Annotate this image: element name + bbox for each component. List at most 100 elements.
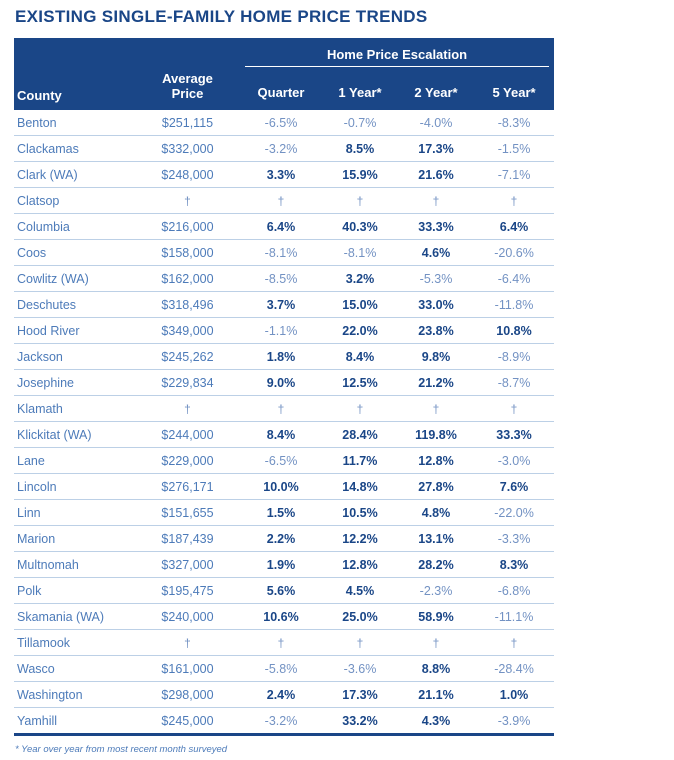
table-row: Benton $251,115 -6.5% -0.7% -4.0% -8.3% — [14, 110, 555, 136]
cell-2-year: 9.8% — [421, 349, 451, 364]
cell-2-year: 4.3% — [421, 713, 451, 728]
cell-average-price: $332,000 — [161, 141, 214, 156]
cell-average-price: $158,000 — [161, 245, 214, 260]
table-row: Washington $298,000 2.4% 17.3% 21.1% 1.0… — [14, 682, 555, 708]
cell-1-year: 40.3% — [342, 219, 378, 234]
cell-quarter: 6.4% — [266, 219, 296, 234]
home-price-trends-table: Home Price Escalation County Average Pri… — [14, 38, 555, 736]
cell-quarter: 8.4% — [266, 427, 296, 442]
cell-1-year: 4.5% — [345, 583, 375, 598]
table-row: Coos $158,000 -8.1% -8.1% 4.6% -20.6% — [14, 240, 555, 266]
cell-quarter: 2.2% — [266, 531, 296, 546]
cell-2-year: 58.9% — [418, 609, 454, 624]
cell-average-price: $327,000 — [161, 557, 214, 572]
cell-average-price: $151,655 — [161, 505, 214, 520]
cell-2-year: -5.3% — [419, 271, 453, 286]
group-header-label: Home Price Escalation — [245, 47, 550, 67]
table-row: Cowlitz (WA) $162,000 -8.5% 3.2% -5.3% -… — [14, 266, 555, 292]
cell-quarter: † — [277, 401, 285, 416]
cell-quarter: -6.5% — [264, 453, 298, 468]
cell-county: Klickitat (WA) — [17, 427, 92, 442]
cell-2-year: 13.1% — [418, 531, 454, 546]
cell-1-year: 22.0% — [342, 323, 378, 338]
cell-quarter: -1.1% — [264, 323, 298, 338]
cell-county: Coos — [17, 245, 47, 260]
cell-county: Multnomah — [17, 557, 79, 572]
col-header-2-year: 2 Year* — [398, 67, 474, 110]
cell-average-price: † — [184, 635, 191, 650]
cell-5-year: -6.4% — [497, 271, 531, 286]
cell-1-year: 15.9% — [342, 167, 378, 182]
cell-2-year: † — [432, 635, 440, 650]
cell-5-year: -8.9% — [497, 349, 531, 364]
cell-county: Skamania (WA) — [17, 609, 105, 624]
cell-2-year: 33.3% — [418, 219, 454, 234]
cell-county: Tillamook — [17, 635, 71, 650]
cell-5-year: 8.3% — [499, 557, 529, 572]
table-row: Polk $195,475 5.6% 4.5% -2.3% -6.8% — [14, 578, 555, 604]
cell-average-price: $216,000 — [161, 219, 214, 234]
cell-county: Linn — [17, 505, 41, 520]
cell-quarter: -6.5% — [264, 115, 298, 130]
cell-5-year: † — [510, 401, 518, 416]
cell-1-year: † — [356, 193, 364, 208]
cell-quarter: 2.4% — [266, 687, 296, 702]
cell-county: Benton — [17, 115, 57, 130]
group-header: Home Price Escalation — [240, 38, 555, 67]
cell-quarter: -8.5% — [264, 271, 298, 286]
cell-2-year: 21.6% — [418, 167, 454, 182]
cell-county: Clackamas — [17, 141, 79, 156]
cell-5-year: -22.0% — [494, 505, 534, 520]
cell-1-year: 12.8% — [342, 557, 378, 572]
cell-1-year: † — [356, 635, 364, 650]
cell-quarter: 3.7% — [266, 297, 296, 312]
cell-county: Polk — [17, 583, 42, 598]
table-row: Skamania (WA) $240,000 10.6% 25.0% 58.9%… — [14, 604, 555, 630]
cell-5-year: 33.3% — [496, 427, 532, 442]
cell-quarter: 10.6% — [263, 609, 299, 624]
table-row: Multnomah $327,000 1.9% 12.8% 28.2% 8.3% — [14, 552, 555, 578]
table-row: Josephine $229,834 9.0% 12.5% 21.2% -8.7… — [14, 370, 555, 396]
cell-2-year: -4.0% — [419, 115, 453, 130]
cell-1-year: 25.0% — [342, 609, 378, 624]
cell-county: Wasco — [17, 661, 55, 676]
cell-5-year: -3.9% — [497, 713, 531, 728]
col-header-1-year: 1 Year* — [322, 67, 398, 110]
col-header-average-price: Average Price — [135, 67, 240, 110]
cell-5-year: 1.0% — [499, 687, 529, 702]
cell-5-year: -8.3% — [497, 115, 531, 130]
cell-average-price: $240,000 — [161, 609, 214, 624]
cell-average-price: $244,000 — [161, 427, 214, 442]
cell-5-year: -6.8% — [497, 583, 531, 598]
cell-county: Deschutes — [17, 297, 77, 312]
cell-5-year: -8.7% — [497, 375, 531, 390]
cell-1-year: 15.0% — [342, 297, 378, 312]
cell-county: Klamath — [17, 401, 63, 416]
cell-2-year: 27.8% — [418, 479, 454, 494]
cell-quarter: † — [277, 635, 285, 650]
cell-2-year: -2.3% — [419, 583, 453, 598]
table-row: Yamhill $245,000 -3.2% 33.2% 4.3% -3.9% — [14, 708, 554, 735]
cell-2-year: 33.0% — [418, 297, 454, 312]
cell-1-year: -8.1% — [343, 245, 377, 260]
table-row: Wasco $161,000 -5.8% -3.6% 8.8% -28.4% — [14, 656, 555, 682]
cell-1-year: † — [356, 401, 364, 416]
cell-county: Washington — [17, 687, 83, 702]
cell-5-year: -1.5% — [497, 141, 531, 156]
cell-average-price: $276,171 — [161, 479, 214, 494]
cell-1-year: 12.5% — [342, 375, 378, 390]
cell-average-price: $245,000 — [161, 713, 214, 728]
cell-quarter: 3.3% — [266, 167, 296, 182]
cell-county: Clark (WA) — [17, 167, 78, 182]
cell-average-price: † — [184, 401, 191, 416]
table-row: Lane $229,000 -6.5% 11.7% 12.8% -3.0% — [14, 448, 555, 474]
cell-quarter: 1.9% — [266, 557, 296, 572]
cell-2-year: 4.8% — [421, 505, 451, 520]
table-header: Home Price Escalation County Average Pri… — [14, 38, 555, 110]
cell-2-year: 21.1% — [418, 687, 454, 702]
cell-2-year: 28.2% — [418, 557, 454, 572]
table-row: Klamath † † † † † — [14, 396, 555, 422]
cell-1-year: 33.2% — [342, 713, 378, 728]
cell-county: Marion — [17, 531, 56, 546]
cell-average-price: $251,115 — [161, 115, 214, 130]
